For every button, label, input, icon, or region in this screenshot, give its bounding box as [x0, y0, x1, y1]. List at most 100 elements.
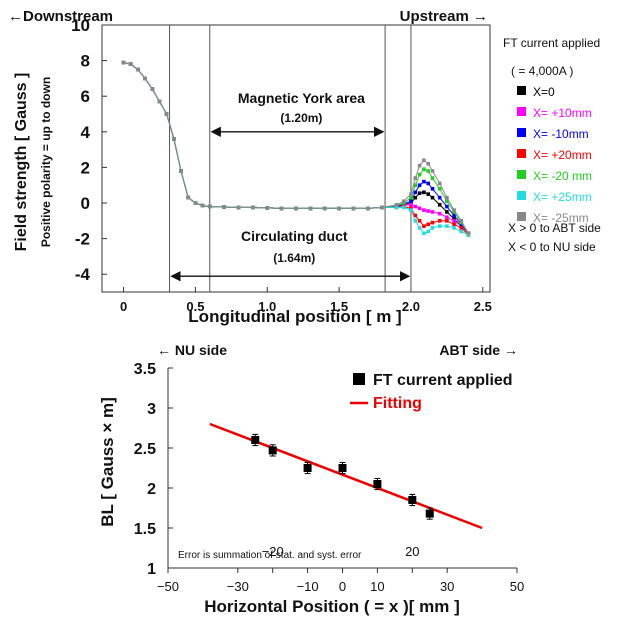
- data-point: [303, 464, 312, 472]
- data-point: [322, 206, 327, 211]
- data-point: [445, 195, 449, 200]
- data-point: [413, 176, 418, 180]
- data-point: [128, 62, 133, 66]
- data-point: [422, 231, 426, 236]
- legend-title: FT current applied: [503, 36, 600, 50]
- data-point: [409, 202, 413, 207]
- data-point: [430, 195, 435, 200]
- legend-swatch: [517, 86, 526, 95]
- chart2-x-axis-label: Horizontal Position ( = x )[ mm ]: [204, 597, 459, 616]
- data-point: [279, 206, 284, 211]
- legend-swatch: [353, 373, 365, 385]
- data-point: [373, 480, 382, 488]
- data-point: [413, 213, 418, 218]
- data-point: [236, 205, 241, 210]
- data-point: [437, 195, 442, 200]
- data-point: [422, 158, 426, 163]
- data-point: [251, 205, 255, 210]
- chart2-header-right: ABT side →: [439, 342, 518, 358]
- chart2-xtick-label: −20: [262, 544, 284, 559]
- chart2-xtick-label: −30: [227, 579, 249, 594]
- data-point: [366, 206, 370, 211]
- legend-entry: Fitting: [373, 395, 422, 412]
- chart1-xtick-label: 2.0: [402, 299, 420, 314]
- chart1-ytick-label: 10: [71, 16, 90, 35]
- annotation-label: Magnetic York area: [238, 90, 365, 106]
- chart1-ytick-label: 8: [81, 52, 90, 71]
- data-point: [409, 195, 413, 200]
- chart1-xtick-label: 0.5: [186, 299, 204, 314]
- chart1-x-axis-label: Longitudinal position [ m ]: [188, 307, 401, 326]
- data-point: [413, 204, 418, 209]
- data-point: [430, 210, 435, 214]
- data-point: [459, 226, 464, 230]
- data-point: [426, 169, 431, 173]
- chart2-xtick-label: 0: [339, 579, 346, 594]
- legend-entry: X= -25mm: [533, 211, 589, 225]
- data-point: [426, 222, 431, 227]
- legend-swatch: [517, 149, 526, 158]
- chart2-header-left: ← NU side: [157, 342, 227, 358]
- data-point: [417, 191, 422, 196]
- chart1-ytick-label: -4: [75, 265, 91, 284]
- data-point: [425, 509, 434, 518]
- data-point: [338, 464, 347, 472]
- data-point: [150, 87, 155, 91]
- data-point: [445, 219, 449, 223]
- data-point: [437, 181, 442, 186]
- chart1-xtick-label: 1.5: [330, 299, 348, 314]
- data-point: [143, 76, 147, 81]
- data-point: [409, 208, 413, 212]
- data-point: [394, 205, 399, 210]
- side-note: X < 0 to NU side: [508, 240, 596, 254]
- legend-entry: X= +25mm: [533, 190, 592, 204]
- legend-entry: X= -20 mm: [533, 169, 592, 183]
- data-point: [417, 226, 422, 230]
- data-point: [413, 195, 418, 200]
- annotation-value: (1.64m): [273, 251, 315, 265]
- chart2-ytick-label: 1.5: [134, 521, 156, 538]
- chart2-xtick-label: 30: [440, 579, 454, 594]
- data-point: [445, 224, 449, 228]
- chart2-annotation: Error is summation of stat. and syst. er…: [178, 550, 362, 561]
- data-point: [417, 163, 422, 168]
- data-point: [268, 446, 277, 455]
- data-point: [459, 229, 464, 234]
- data-point: [193, 201, 198, 205]
- legend-entry: X= +20mm: [533, 148, 592, 162]
- data-point: [351, 206, 356, 211]
- data-point: [452, 213, 456, 218]
- chart2-ytick-label: 3.5: [134, 361, 156, 378]
- legend-swatch: [517, 170, 526, 179]
- data-point: [445, 215, 449, 220]
- data-point: [179, 169, 183, 173]
- chart2-xtick-label: 20: [405, 544, 419, 559]
- chart2-ytick-label: 1: [147, 561, 156, 578]
- data-point: [409, 199, 413, 204]
- chart2-xtick-label: 10: [370, 579, 384, 594]
- legend-entry: X= -10mm: [533, 127, 589, 141]
- legend-swatch: [517, 128, 526, 137]
- chart2-xtick-label: 50: [510, 579, 524, 594]
- data-point: [408, 496, 417, 504]
- data-point: [172, 137, 176, 141]
- data-point: [417, 172, 422, 177]
- annotation-label: Circulating duct: [241, 228, 348, 244]
- chart2-ytick-label: 2.5: [134, 441, 156, 458]
- chart2-xtick-label: −10: [297, 579, 319, 594]
- annotation-value: (1.20m): [280, 111, 322, 125]
- chart1-header-left: ←Downstream: [8, 8, 113, 25]
- data-point: [426, 162, 431, 166]
- data-point: [186, 195, 191, 200]
- chart1-ytick-label: 0: [81, 194, 90, 213]
- data-point: [413, 190, 418, 195]
- chart1-header-right: Upstream →: [400, 8, 488, 25]
- chart1-y-axis-label: Field strength [ Gauss ]: [13, 73, 30, 252]
- data-point: [401, 199, 406, 204]
- data-point: [445, 204, 449, 209]
- data-point: [437, 211, 442, 216]
- data-point: [417, 206, 422, 211]
- chart1-ytick-label: 2: [81, 158, 90, 177]
